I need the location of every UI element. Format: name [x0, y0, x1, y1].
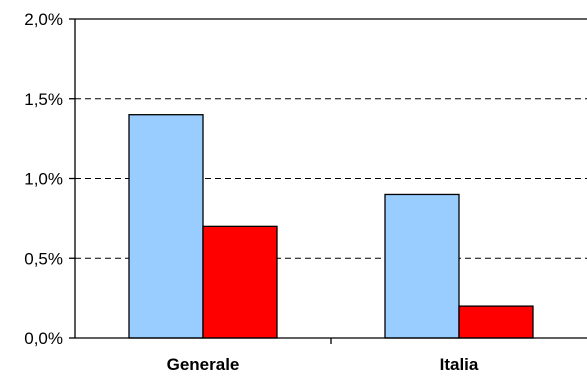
y-tick-label-4: 2,0%	[24, 10, 63, 29]
x-tick-label-generale: Generale	[167, 355, 240, 374]
y-tick-label-0: 0,0%	[24, 329, 63, 348]
bar-italia-series-1	[384, 193, 460, 339]
y-tick-label-1: 0,5%	[24, 249, 63, 268]
y-tick-labels: 0,0% 0,5% 1,0% 1,5% 2,0%	[24, 10, 63, 348]
y-tick-label-2: 1,0%	[24, 170, 63, 189]
x-tick-labels: Generale Italia	[167, 355, 479, 374]
bars	[128, 114, 534, 339]
axes	[69, 18, 587, 344]
bar-generale-series-1	[128, 114, 204, 339]
bar-generale-series-2	[202, 225, 278, 339]
y-tick-label-3: 1,5%	[24, 90, 63, 109]
x-tick-label-italia: Italia	[440, 355, 479, 374]
bar-italia-series-2	[458, 305, 534, 339]
